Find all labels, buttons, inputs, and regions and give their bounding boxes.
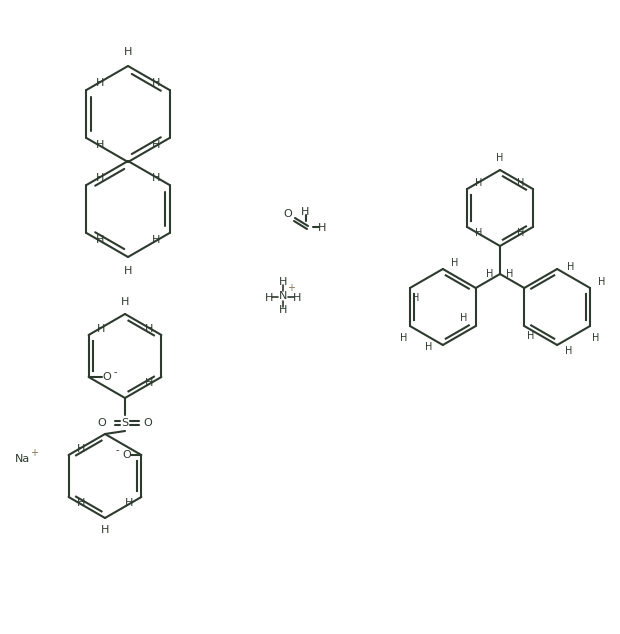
Text: H: H <box>451 258 459 268</box>
Text: H: H <box>265 293 273 303</box>
Text: H: H <box>76 444 85 454</box>
Text: O: O <box>97 418 107 428</box>
Text: H: H <box>598 277 606 287</box>
Text: H: H <box>145 324 154 334</box>
Text: H: H <box>279 277 287 287</box>
Text: -: - <box>115 445 119 455</box>
Text: H: H <box>592 333 600 343</box>
Text: -: - <box>114 367 117 377</box>
Text: O: O <box>144 418 153 428</box>
Text: H: H <box>96 173 105 183</box>
Text: O: O <box>283 209 293 219</box>
Text: O: O <box>122 450 131 460</box>
Text: H: H <box>124 266 132 276</box>
Text: H: H <box>401 333 407 343</box>
Text: H: H <box>507 269 514 279</box>
Text: H: H <box>425 342 433 352</box>
Text: H: H <box>96 140 105 150</box>
Text: H: H <box>567 262 575 272</box>
Text: N: N <box>279 291 287 301</box>
Text: H: H <box>318 223 326 233</box>
Text: H: H <box>124 47 132 57</box>
Text: H: H <box>517 178 525 188</box>
Text: +: + <box>30 448 38 458</box>
Text: H: H <box>151 140 160 150</box>
Text: H: H <box>145 378 154 388</box>
Text: H: H <box>96 235 105 245</box>
Text: H: H <box>76 498 85 508</box>
Text: +: + <box>287 283 295 293</box>
Text: H: H <box>97 324 105 334</box>
Text: H: H <box>279 305 287 315</box>
Text: H: H <box>517 228 525 238</box>
Text: H: H <box>121 297 129 307</box>
Text: H: H <box>125 498 133 508</box>
Text: H: H <box>486 269 494 279</box>
Text: H: H <box>460 313 467 323</box>
Text: H: H <box>96 78 105 88</box>
Text: H: H <box>151 235 160 245</box>
Text: S: S <box>122 418 128 428</box>
Text: H: H <box>151 173 160 183</box>
Text: H: H <box>412 293 420 303</box>
Text: Na: Na <box>14 454 30 464</box>
Text: H: H <box>565 346 573 356</box>
Text: H: H <box>301 207 309 217</box>
Text: H: H <box>476 178 483 188</box>
Text: H: H <box>497 153 503 163</box>
Text: H: H <box>151 78 160 88</box>
Text: H: H <box>526 331 534 341</box>
Text: H: H <box>293 293 301 303</box>
Text: H: H <box>476 228 483 238</box>
Text: H: H <box>101 525 109 535</box>
Text: O: O <box>102 372 111 382</box>
